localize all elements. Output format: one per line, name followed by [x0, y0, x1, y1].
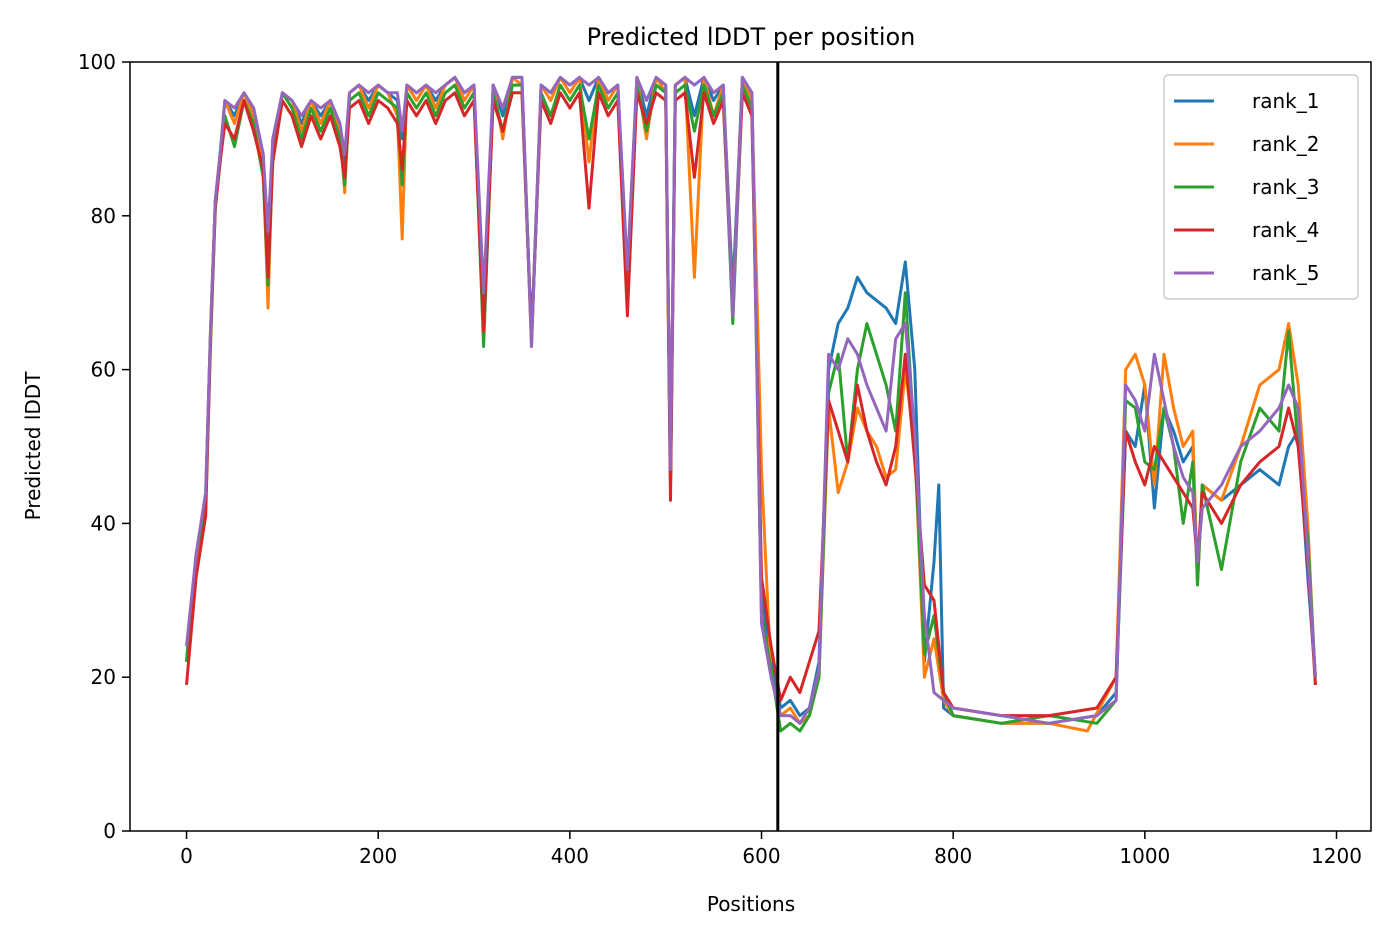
x-tick-label: 200 — [359, 844, 397, 868]
legend-label-rank_2: rank_2 — [1252, 132, 1319, 156]
legend-label-rank_3: rank_3 — [1252, 175, 1319, 199]
plot-frame — [129, 61, 1372, 832]
legend-label-rank_4: rank_4 — [1252, 218, 1319, 242]
legend: rank_1 rank_2 rank_3 rank_4 rank_5 — [1163, 74, 1359, 300]
y-tick-label: 80 — [91, 204, 116, 228]
series-line-rank_5 — [185, 75, 1317, 725]
series-layer — [185, 75, 1317, 733]
x-tick-label: 0 — [180, 844, 193, 868]
x-tick-label: 800 — [934, 844, 972, 868]
legend-label-rank_5: rank_5 — [1252, 261, 1319, 285]
x-tick-label: 1000 — [1119, 844, 1170, 868]
y-tick-label: 60 — [91, 358, 116, 382]
y-tick-label: 0 — [103, 819, 116, 843]
legend-label-rank_1: rank_1 — [1252, 89, 1319, 113]
x-tick-label: 600 — [742, 844, 780, 868]
y-axis: 0 20 40 60 80 100 — [78, 50, 130, 843]
series-line-rank_2 — [185, 75, 1317, 733]
legend-box — [1163, 74, 1359, 300]
y-tick-label: 100 — [78, 50, 116, 74]
x-tick-label: 1200 — [1311, 844, 1362, 868]
y-tick-label: 40 — [91, 511, 116, 535]
y-axis-title: Predicted lDDT — [21, 371, 45, 521]
y-tick-label: 20 — [91, 665, 116, 689]
x-axis-title: Positions — [707, 892, 795, 916]
chart-title: Predicted lDDT per position — [587, 23, 916, 51]
x-axis: 0 200 400 600 800 1000 1200 — [180, 831, 1362, 868]
x-tick-label: 400 — [551, 844, 589, 868]
